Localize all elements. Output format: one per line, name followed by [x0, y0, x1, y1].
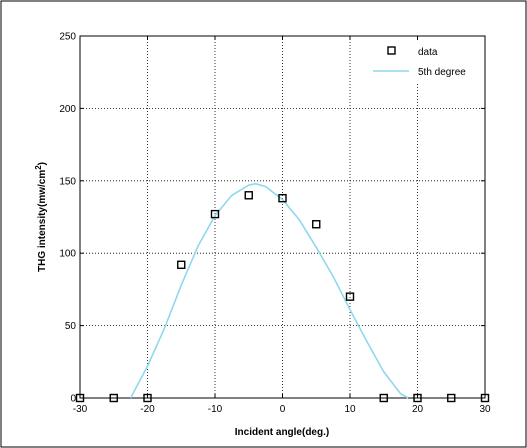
y-tick-label: 50	[65, 321, 77, 332]
x-tick-label: -30	[73, 404, 88, 415]
x-tick-label: 0	[280, 404, 286, 415]
data-point	[447, 393, 456, 403]
x-tick-label: -20	[140, 404, 155, 415]
data-point	[278, 193, 287, 203]
data-point	[379, 393, 388, 403]
x-tick-label: 20	[412, 404, 424, 415]
x-axis-label: Incident angle(deg.)	[235, 427, 329, 438]
legend: data 5th degree	[372, 42, 482, 84]
data-point	[312, 220, 321, 229]
y-tick-label: 150	[59, 176, 76, 187]
data-markers	[75, 191, 490, 403]
x-tick-label: -10	[208, 404, 223, 415]
y-tick-label: 250	[59, 32, 76, 43]
legend-marker-data	[387, 46, 396, 55]
y-tick-label: 0	[70, 394, 76, 405]
fit-curve-layer	[129, 182, 409, 399]
x-tick-label: 30	[479, 404, 491, 415]
legend-label-data: data	[418, 47, 438, 58]
x-tick-label: 10	[344, 404, 356, 415]
y-tick-label: 100	[59, 249, 76, 260]
data-point	[109, 393, 118, 403]
axis-ticks: -30 -20 -10 0 10 20 30 0 50 100 150 200 250	[59, 32, 491, 416]
legend-label-5th-degree: 5th degree	[418, 67, 466, 78]
y-axis-label: THG intensity(mw/cm2)	[34, 162, 48, 272]
data-point	[75, 393, 85, 403]
data-point	[480, 393, 490, 403]
data-point	[413, 393, 422, 403]
y-axis-label-main: THG intensity(mw/cm	[37, 170, 48, 272]
fit-curve-5th-degree	[129, 182, 409, 399]
data-point	[244, 191, 253, 200]
legend-box	[372, 42, 482, 84]
data-point	[210, 209, 220, 219]
data-point	[177, 260, 186, 269]
y-axis-label-close: )	[37, 162, 48, 165]
y-axis-label-superscript: 2	[34, 165, 43, 170]
y-tick-label: 200	[59, 104, 76, 115]
data-point	[143, 393, 152, 403]
data-point	[345, 292, 355, 301]
